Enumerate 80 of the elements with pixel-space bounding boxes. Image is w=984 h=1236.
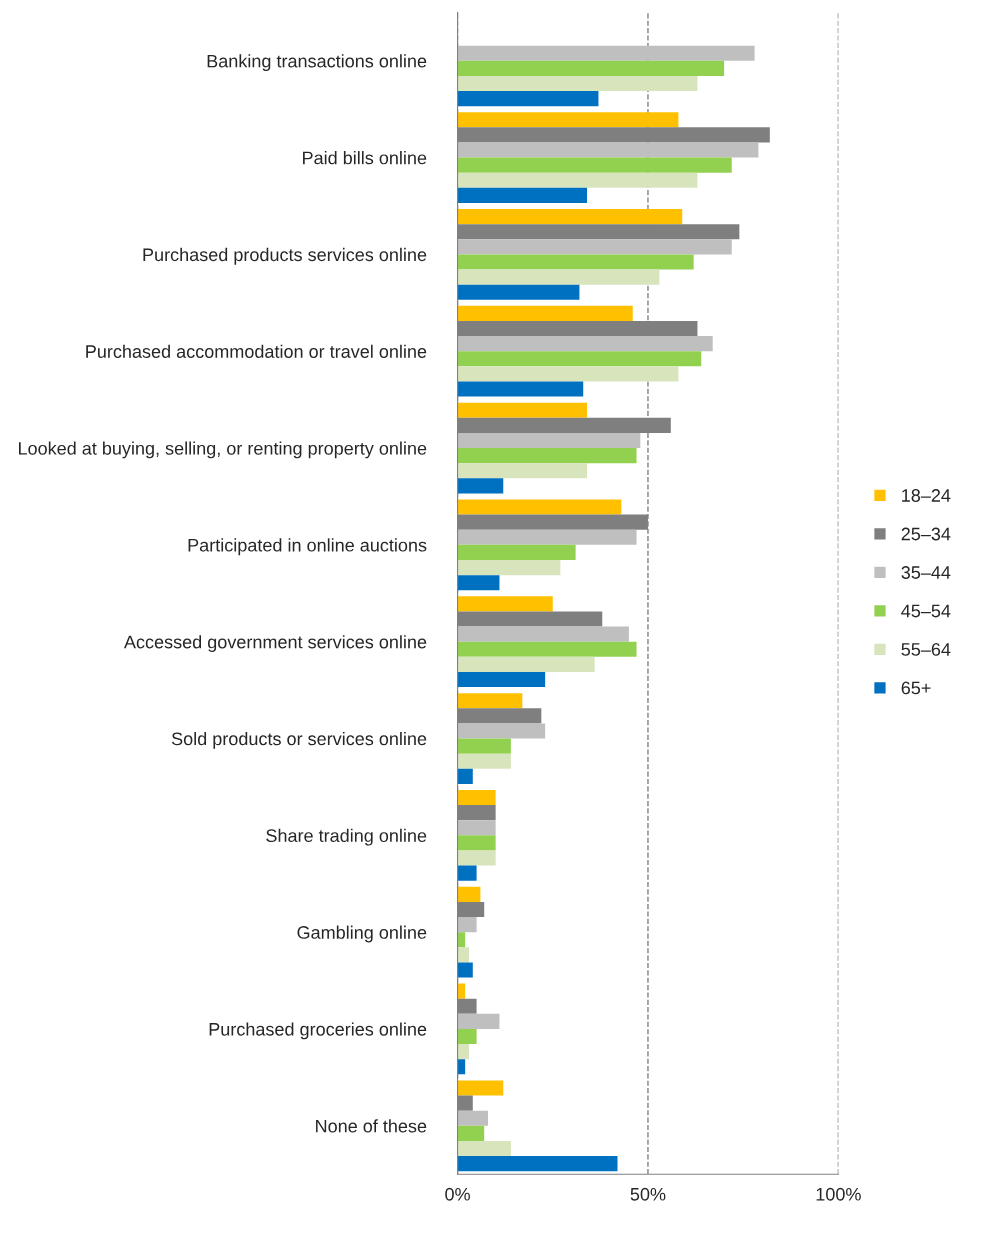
y-tick-label: Banking transactions online bbox=[207, 54, 427, 72]
bar bbox=[457, 656, 595, 672]
bar bbox=[457, 947, 469, 963]
bar bbox=[457, 432, 641, 449]
y-tick-label: Participated in online auctions bbox=[188, 538, 427, 556]
bar bbox=[457, 239, 732, 255]
bar bbox=[457, 336, 713, 352]
bar bbox=[457, 1059, 466, 1075]
legend-label: 65+ bbox=[901, 681, 931, 695]
bar bbox=[457, 626, 629, 642]
legend-label: 55–64 bbox=[901, 643, 951, 656]
bar bbox=[457, 544, 576, 560]
bar bbox=[457, 789, 496, 806]
x-tick-label: 0% bbox=[445, 1187, 470, 1201]
bar bbox=[457, 1028, 477, 1045]
bar bbox=[457, 254, 694, 270]
bar bbox=[457, 1013, 500, 1029]
x-tick-label: 100% bbox=[816, 1187, 861, 1201]
bar bbox=[457, 45, 755, 61]
bar bbox=[457, 142, 759, 158]
bar bbox=[457, 723, 546, 739]
bar bbox=[457, 932, 466, 948]
bar bbox=[457, 209, 683, 225]
bar bbox=[457, 820, 496, 836]
bar bbox=[457, 284, 580, 300]
bar bbox=[457, 157, 732, 173]
y-tick-label: Purchased products services online bbox=[143, 247, 427, 265]
bar bbox=[457, 366, 679, 382]
y-tick-label: Purchased groceries online bbox=[209, 1022, 427, 1040]
bar bbox=[457, 865, 477, 881]
bar bbox=[457, 112, 679, 128]
bar bbox=[457, 886, 481, 902]
bar bbox=[457, 596, 553, 612]
y-tick-label: Sold products or services online bbox=[171, 731, 427, 749]
bar bbox=[457, 60, 725, 76]
bar bbox=[457, 478, 504, 494]
bar bbox=[457, 1140, 511, 1157]
bar bbox=[457, 75, 698, 92]
y-tick-label: Gambling online bbox=[297, 925, 427, 943]
bar bbox=[457, 671, 546, 688]
bar bbox=[457, 351, 702, 367]
bar bbox=[457, 738, 511, 754]
bar bbox=[457, 172, 698, 188]
bar bbox=[457, 187, 588, 203]
bar bbox=[457, 962, 473, 978]
y-tick-label: Accessed government services online bbox=[123, 635, 427, 652]
y-tick-label: Share trading online bbox=[266, 828, 427, 846]
legend-label: 25–34 bbox=[901, 527, 951, 541]
y-tick-label: Purchased accommodation or travel online bbox=[86, 344, 427, 358]
bar bbox=[457, 402, 588, 418]
legend-label: 45–54 bbox=[901, 604, 951, 618]
bar bbox=[457, 917, 477, 933]
bar bbox=[457, 693, 523, 709]
bar bbox=[457, 768, 473, 784]
y-tick-label: Paid bills online bbox=[303, 151, 427, 165]
bar bbox=[457, 641, 637, 657]
bar bbox=[457, 1125, 485, 1141]
bar bbox=[457, 91, 599, 107]
y-tick-label: Looked at buying, selling, or renting property online bbox=[19, 441, 427, 459]
bar bbox=[457, 381, 584, 397]
legend-label: 35–44 bbox=[901, 566, 951, 579]
bar bbox=[457, 529, 637, 545]
bar bbox=[457, 753, 511, 769]
bar bbox=[457, 983, 466, 999]
bar bbox=[457, 448, 637, 464]
bar bbox=[457, 560, 561, 576]
x-tick-label: 50% bbox=[630, 1187, 666, 1201]
legend-label: 18–24 bbox=[902, 489, 951, 502]
bar bbox=[457, 1044, 469, 1060]
bar bbox=[457, 1156, 618, 1172]
bar bbox=[457, 1080, 504, 1096]
bar bbox=[457, 575, 500, 591]
bar bbox=[457, 305, 633, 321]
bar bbox=[457, 850, 496, 866]
y-tick-label: None of these bbox=[316, 1119, 427, 1133]
bar bbox=[457, 463, 588, 479]
bar bbox=[457, 1110, 489, 1126]
bar bbox=[457, 269, 660, 285]
bar bbox=[457, 835, 496, 851]
bar bbox=[457, 499, 622, 515]
